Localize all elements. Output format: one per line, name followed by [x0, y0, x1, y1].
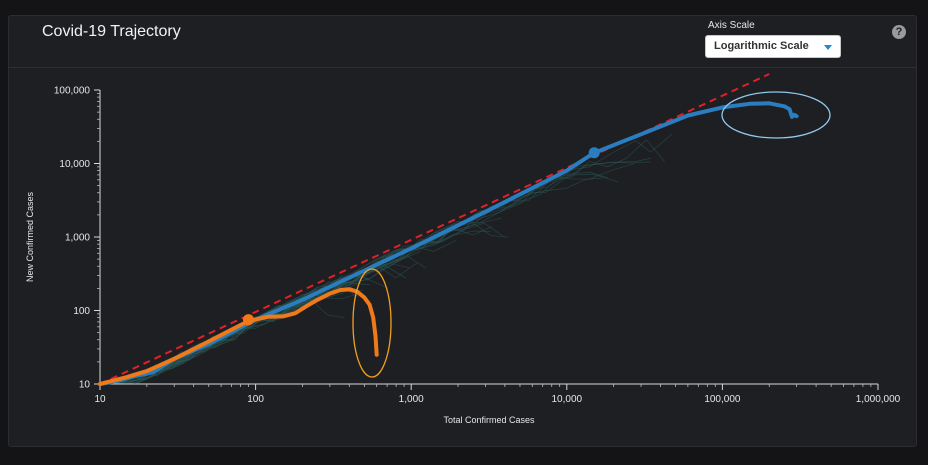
axis-scale-value: Logarithmic Scale	[714, 40, 809, 52]
blue-series-marker	[588, 147, 600, 159]
orange-highlight-ellipse	[352, 268, 392, 378]
axis-scale-label: Axis Scale	[708, 20, 755, 31]
x-tick-label: 10	[94, 394, 106, 405]
question-circle-icon[interactable]: ?	[892, 25, 906, 39]
x-axis-label: Total Confirmed Cases	[443, 415, 535, 425]
reference-line	[99, 73, 770, 385]
y-tick-label: 100	[73, 306, 90, 317]
y-axis-label: New Confirmed Cases	[25, 191, 35, 282]
x-tick-label: 100	[247, 394, 264, 405]
background-trace	[158, 171, 608, 375]
background-trace	[141, 262, 417, 372]
background-trace	[140, 223, 509, 378]
y-tick-label: 100,000	[54, 86, 91, 97]
axis-scale-dropdown[interactable]: Logarithmic Scale	[705, 35, 841, 58]
y-tick-label: 1,000	[65, 233, 90, 244]
background-trace	[150, 222, 504, 378]
x-tick-label: 100,000	[704, 394, 741, 405]
caret-down-icon	[824, 45, 832, 50]
blue-highlight-ellipse	[721, 91, 831, 139]
y-tick-label: 10,000	[59, 159, 90, 170]
x-tick-label: 10,000	[552, 394, 583, 405]
y-tick-label: 10	[79, 380, 91, 391]
orange-series-marker	[242, 314, 254, 326]
x-tick-label: 1,000	[399, 394, 424, 405]
orange-series-line	[98, 287, 379, 386]
panel-header: Covid-19 Trajectory Axis Scale Logarithm…	[9, 16, 916, 68]
chart-title: Covid-19 Trajectory	[42, 23, 181, 40]
background-trace	[173, 300, 345, 360]
x-tick-label: 1,000,000	[856, 394, 901, 405]
